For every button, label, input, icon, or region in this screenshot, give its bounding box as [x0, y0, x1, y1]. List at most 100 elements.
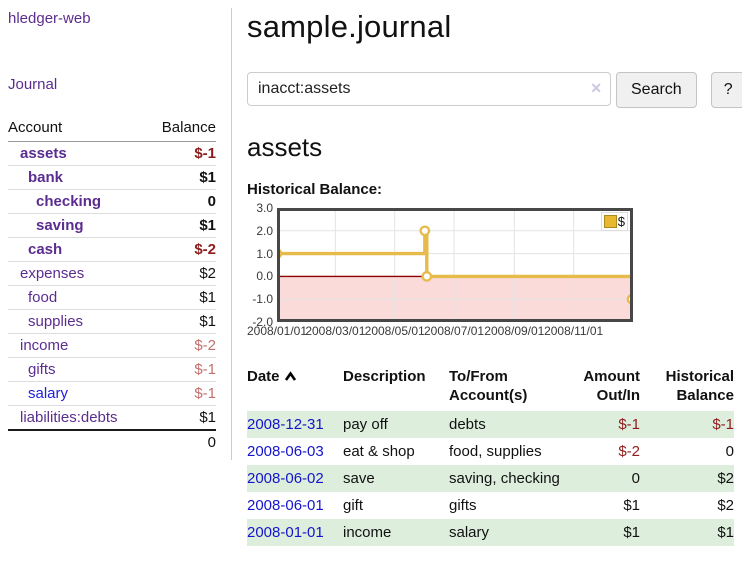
transaction-balance: 0: [725, 443, 734, 460]
transaction-description: gift: [343, 497, 364, 514]
account-row: bank $1: [8, 165, 216, 190]
account-balance: 0: [147, 189, 216, 214]
account-row: saving $1: [8, 213, 216, 238]
page: hledger-web Journal Account Balance asse…: [8, 8, 742, 546]
table-row: 2008-01-01 income salary $1 $1: [247, 519, 734, 546]
accounts-total-value: 0: [147, 429, 216, 454]
transaction-accounts: food, supplies: [449, 443, 542, 460]
transaction-accounts: gifts: [449, 497, 477, 514]
transaction-amount: $-1: [561, 411, 640, 438]
transaction-description: eat & shop: [343, 443, 415, 460]
account-balance: $-1: [147, 357, 216, 382]
accounts-header-account: Account: [8, 116, 148, 142]
page-title: sample.journal: [247, 9, 452, 44]
main-content: sample.journal ✕ Search ? assets Histori…: [232, 8, 742, 546]
account-link[interactable]: income: [20, 337, 69, 354]
register-table: Date Description To/From Account(s) Amou…: [247, 365, 734, 546]
transaction-accounts: debts: [449, 411, 561, 438]
transaction-description: income: [343, 519, 449, 546]
chart-legend: $: [600, 212, 628, 231]
data-point-marker: [421, 271, 433, 282]
account-link[interactable]: salary: [28, 385, 69, 402]
data-point-marker: [419, 225, 431, 237]
plot-border: [277, 208, 633, 322]
x-axis-tick-label: 2008/03/01: [305, 324, 366, 338]
account-row: cash $-2: [8, 237, 216, 262]
transaction-date-link[interactable]: 2008-01-01: [247, 524, 324, 541]
y-axis-tick-label: -2.0: [252, 315, 273, 329]
transaction-description: pay off: [343, 411, 449, 438]
register-header-accounts: To/From Account(s): [449, 368, 528, 404]
search-bar: ✕ Search ?: [247, 72, 742, 108]
transaction-date-link[interactable]: 2008-12-31: [247, 416, 324, 433]
account-link[interactable]: bank: [28, 169, 64, 186]
register-header-amount: Amount Out/In: [583, 368, 640, 404]
account-link[interactable]: expenses: [20, 265, 85, 282]
table-row: 2008-06-01 gift gifts $1 $2: [247, 492, 734, 519]
accounts-total-row: 0: [8, 429, 216, 454]
account-link[interactable]: cash: [28, 241, 63, 258]
sort-ascending-icon: [284, 369, 297, 386]
legend-label: $: [617, 214, 625, 229]
x-axis-tick-label: 2008/07/01: [423, 324, 485, 338]
clear-search-icon[interactable]: ✕: [590, 80, 602, 96]
account-link[interactable]: checking: [36, 193, 102, 210]
account-row: gifts $-1: [8, 357, 216, 382]
search-input[interactable]: [247, 72, 611, 106]
account-link[interactable]: liabilities:debts: [20, 409, 118, 426]
transaction-balance: $2: [717, 497, 734, 514]
y-axis-tick-label: 3.0: [256, 201, 273, 215]
x-axis-tick-label: 2008/05/01: [364, 324, 425, 338]
transaction-accounts: salary: [449, 519, 561, 546]
transaction-description: save: [343, 465, 449, 492]
search-button[interactable]: Search: [616, 72, 697, 108]
account-balance: $1: [147, 165, 216, 190]
account-link[interactable]: assets: [20, 145, 67, 162]
x-axis-tick-label: 2008/01/01: [246, 324, 308, 338]
account-row: checking 0: [8, 189, 216, 214]
account-row: assets $-1: [8, 142, 216, 166]
account-link[interactable]: gifts: [28, 361, 56, 378]
app-title: hledger-web: [8, 10, 231, 28]
transaction-balance: $2: [640, 465, 734, 492]
account-balance: $1: [147, 405, 216, 430]
account-balance: $1: [147, 213, 216, 238]
table-row: 2008-12-31 pay off debts $-1 $-1: [247, 411, 734, 438]
register-header-date[interactable]: Date: [247, 365, 343, 411]
account-row: expenses $2: [8, 261, 216, 286]
account-row: food $1: [8, 285, 216, 310]
account-link[interactable]: food: [28, 289, 58, 306]
transaction-amount: 0: [561, 465, 640, 492]
help-button[interactable]: ?: [710, 72, 742, 108]
x-axis-tick-label: 2008/09/01: [484, 324, 545, 338]
y-axis-tick-label: 0.0: [256, 269, 273, 284]
table-row: 2008-06-03 eat & shop food, supplies $-2 0: [247, 438, 734, 465]
account-row: supplies $1: [8, 309, 216, 334]
account-balance: $1: [147, 309, 216, 334]
table-row: 2008-06-02 save saving, checking 0 $2: [247, 465, 734, 492]
transaction-balance: $-1: [640, 411, 734, 438]
account-balance: $-1: [147, 381, 216, 406]
x-axis-tick-label: 2008/11/01: [544, 324, 604, 338]
y-axis-tick-label: 2.0: [256, 223, 273, 238]
account-row: salary $-1: [8, 381, 216, 406]
transaction-date-link[interactable]: 2008-06-03: [247, 443, 324, 460]
account-balance: $-1: [194, 145, 216, 162]
transaction-date-link[interactable]: 2008-06-02: [247, 470, 324, 487]
account-balance: $-2: [147, 333, 216, 358]
account-balance: $-2: [147, 237, 216, 262]
account-row: liabilities:debts $1: [8, 405, 216, 430]
account-link[interactable]: saving: [36, 217, 84, 234]
transaction-amount: $-2: [618, 443, 640, 460]
account-row: income $-2: [8, 333, 216, 358]
accounts-table: Account Balance assets $-1 bank $1 checking 0…: [8, 116, 216, 454]
app-home-link[interactable]: hledger-web: [8, 10, 91, 27]
transaction-amount: $1: [561, 519, 640, 546]
transaction-balance: $1: [640, 519, 734, 546]
account-balance: $1: [147, 285, 216, 310]
transaction-date-link[interactable]: 2008-06-01: [247, 497, 324, 514]
journal-nav: Journal: [8, 76, 231, 94]
transaction-accounts: saving, checking: [449, 465, 561, 492]
sidebar-item-journal[interactable]: Journal: [8, 76, 58, 93]
account-link[interactable]: supplies: [28, 313, 84, 330]
